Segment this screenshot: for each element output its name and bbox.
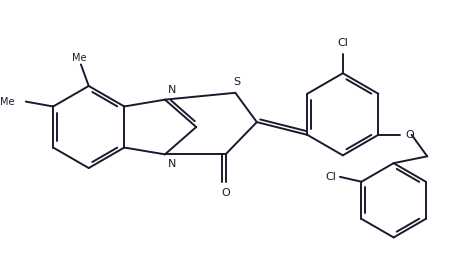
Text: O: O (221, 188, 230, 198)
Text: N: N (168, 159, 176, 169)
Text: O: O (405, 130, 413, 140)
Text: Cl: Cl (337, 38, 348, 48)
Text: Me: Me (72, 53, 86, 63)
Text: Me: Me (0, 97, 14, 107)
Text: S: S (233, 77, 240, 87)
Text: N: N (168, 85, 176, 95)
Text: Cl: Cl (325, 172, 335, 182)
